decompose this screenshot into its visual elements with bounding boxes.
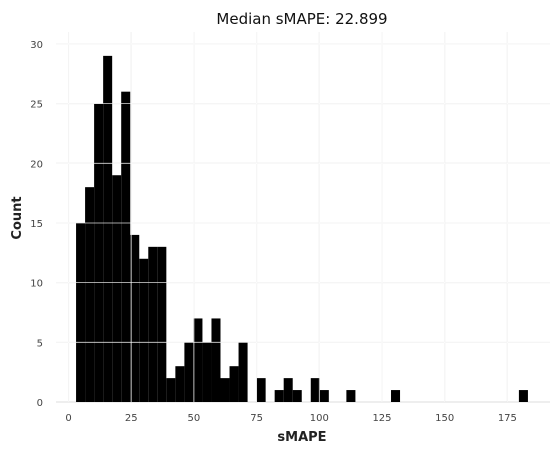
histogram-bar bbox=[346, 390, 356, 402]
x-tick-label: 50 bbox=[188, 413, 201, 424]
y-tick-label: 15 bbox=[30, 219, 43, 230]
y-tick-label: 10 bbox=[30, 279, 43, 290]
histogram-bar bbox=[130, 234, 140, 402]
y-axis-ticks: 0 5 10 15 20 25 30 bbox=[30, 40, 43, 409]
histogram-bar bbox=[238, 342, 248, 402]
x-tick-label: 100 bbox=[310, 413, 329, 424]
histogram-bar bbox=[391, 390, 401, 402]
histogram-bar bbox=[184, 342, 194, 402]
x-tick-label: 75 bbox=[250, 413, 263, 424]
histogram-bar bbox=[157, 246, 167, 402]
histogram-bar bbox=[292, 390, 302, 402]
x-tick-label: 125 bbox=[372, 413, 391, 424]
histogram-bar bbox=[76, 222, 86, 402]
histogram-bar bbox=[310, 378, 320, 402]
histogram-bar bbox=[283, 378, 293, 402]
y-axis-title: Count bbox=[10, 196, 25, 239]
histogram-bar bbox=[166, 378, 176, 402]
y-tick-label: 20 bbox=[30, 159, 43, 170]
histogram-bar bbox=[202, 342, 212, 402]
histogram-bar bbox=[193, 318, 203, 402]
histogram-bar bbox=[139, 258, 149, 402]
histogram-bar bbox=[121, 91, 131, 402]
x-axis-ticks: 0 25 50 75 100 125 150 175 bbox=[65, 413, 517, 424]
histogram-bar bbox=[148, 246, 158, 402]
y-tick-label: 5 bbox=[37, 338, 43, 349]
histogram-bar bbox=[112, 175, 122, 402]
x-tick-label: 150 bbox=[435, 413, 454, 424]
histogram-bar bbox=[103, 55, 113, 402]
y-tick-label: 25 bbox=[30, 100, 43, 111]
histogram-bar bbox=[319, 390, 329, 402]
histogram-bar bbox=[94, 103, 104, 402]
histogram-bar bbox=[274, 390, 284, 402]
chart-title: Median sMAPE: 22.899 bbox=[216, 10, 387, 28]
x-tick-label: 0 bbox=[65, 413, 71, 424]
x-tick-label: 25 bbox=[125, 413, 138, 424]
histogram-bar bbox=[256, 378, 266, 402]
x-axis-title: sMAPE bbox=[277, 430, 326, 445]
y-tick-label: 30 bbox=[30, 40, 43, 51]
y-tick-label: 0 bbox=[37, 398, 43, 409]
histogram-bar bbox=[518, 390, 528, 402]
histogram-bar bbox=[175, 366, 185, 402]
histogram-bar bbox=[85, 187, 95, 402]
histogram-bars bbox=[56, 32, 550, 402]
x-tick-label: 175 bbox=[498, 413, 517, 424]
histogram-bar bbox=[211, 318, 221, 402]
histogram-bar bbox=[229, 366, 239, 402]
histogram-bar bbox=[220, 378, 230, 402]
